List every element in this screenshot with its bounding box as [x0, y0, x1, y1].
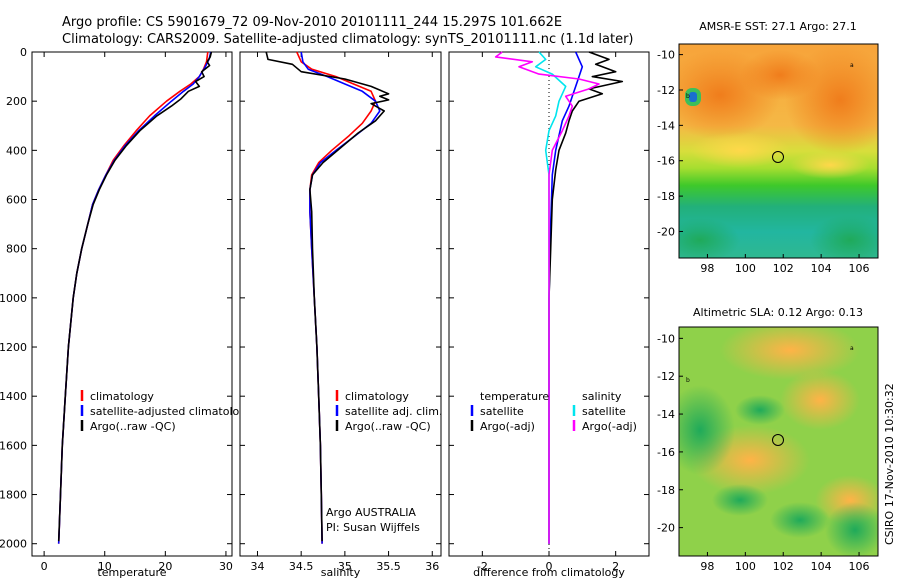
sst-xtick-label: 100 — [735, 262, 756, 275]
sst-ytick-label: -12 — [657, 84, 675, 97]
salinity-legend-label: climatology — [345, 390, 409, 403]
temperature-xtick-label: 20 — [158, 560, 172, 573]
temperature-ytick-label: 2000 — [0, 538, 27, 551]
difference-legend-label: Argo(-adj) — [582, 420, 637, 433]
temperature-legend-label: Argo(..raw -QC) — [90, 420, 176, 433]
sla-xtick-label: 106 — [849, 560, 870, 573]
temperature-ytick-label: 1200 — [0, 341, 27, 354]
difference-series-salinity-argo-adj- — [494, 51, 600, 544]
sla-axes: 98 100 102 104 106 -10 -12 -14 -16 -18 -20 — [657, 332, 870, 573]
figure-title-line2: Climatology: CARS2009. Satellite-adjuste… — [62, 32, 634, 47]
sla-small-mark-1: a — [850, 345, 854, 352]
temperature-ytick-label: 1000 — [0, 292, 27, 305]
sst-map-frame — [678, 43, 879, 259]
sla-xtick-label: 104 — [811, 560, 832, 573]
sla-ytick-label: -16 — [657, 446, 675, 459]
temperature-xlabel: temperature — [97, 566, 166, 579]
temperature-ytick-label: 400 — [6, 144, 27, 157]
difference-legend-label: satellite — [582, 405, 626, 418]
sst-small-mark-2: b — [686, 93, 690, 100]
footer-credit: CSIRO 17-Nov-2010 10:30:32 — [883, 383, 896, 545]
sla-ytick-label: -18 — [657, 484, 675, 497]
difference-xlabel: difference from climatology — [473, 566, 625, 579]
difference-series-temperature-argo-adj- — [548, 51, 624, 544]
temperature-ytick-label: 200 — [6, 95, 27, 108]
salinity-xtick-label: 35.5 — [376, 560, 401, 573]
difference-xtick-label: -2 — [477, 560, 488, 573]
sla-map-frame — [678, 326, 879, 557]
temperature-xtick-label: 0 — [41, 560, 48, 573]
sst-map-title: AMSR-E SST: 27.1 Argo: 27.1 — [699, 20, 857, 33]
figure-title-line1: Argo profile: CS 5901679_72 09-Nov-2010 … — [62, 15, 562, 30]
sla-map-title: Altimetric SLA: 0.12 Argo: 0.13 — [693, 306, 863, 319]
sla-ytick-label: -14 — [657, 408, 675, 421]
sla-ytick-label: -20 — [657, 522, 675, 535]
temperature-series-argo-raw-qc- — [57, 51, 213, 542]
salinity-xlabel: salinity — [321, 566, 361, 579]
salinity-annotation-line: PI: Susan Wijffels — [326, 521, 420, 534]
sst-small-mark-1: a — [850, 62, 854, 69]
temperature-ytick-label: 800 — [6, 243, 27, 256]
difference-xtick-label: 0 — [546, 560, 553, 573]
sla-xtick-label: 102 — [773, 560, 794, 573]
difference-legend-header: temperature — [480, 390, 549, 403]
sst-xtick-label: 98 — [700, 262, 714, 275]
difference-legend-label: Argo(-adj) — [480, 420, 535, 433]
sst-ytick-label: -20 — [657, 225, 675, 238]
temperature-legend-label: satellite-adjusted climatology — [90, 405, 253, 418]
sst-ytick-label: -10 — [657, 49, 675, 62]
sst-axes: 98 100 102 104 106 -10 -12 -14 -16 -18 -20 — [657, 49, 870, 275]
temperature-ytick-label: 600 — [6, 194, 27, 207]
salinity-panel: 34 34.5 35 35.5 36 salinity climatology satelli… — [239, 51, 442, 579]
sla-ytick-label: -12 — [657, 370, 675, 383]
temperature-ytick-label: 0 — [20, 46, 27, 59]
salinity-series-argo-raw-qc- — [265, 51, 390, 542]
sst-ytick-label: -18 — [657, 190, 675, 203]
salinity-xtick-label: 35 — [338, 560, 352, 573]
salinity-annotation-line: Argo AUSTRALIA — [326, 506, 416, 519]
sla-argo-marker — [772, 434, 784, 446]
sla-xtick-label: 98 — [700, 560, 714, 573]
temperature-legend-label: climatology — [90, 390, 154, 403]
salinity-xtick-label: 36 — [425, 560, 439, 573]
temperature-plot-frame — [31, 51, 233, 557]
sst-ytick-label: -14 — [657, 119, 675, 132]
sla-xtick-label: 100 — [735, 560, 756, 573]
sst-xtick-label: 106 — [849, 262, 870, 275]
sst-ytick-label: -16 — [657, 155, 675, 168]
temperature-ytick-label: 1400 — [0, 390, 27, 403]
salinity-xtick-label: 34 — [250, 560, 264, 573]
sla-ytick-label: -10 — [657, 332, 675, 345]
difference-xtick-label: 2 — [612, 560, 619, 573]
temperature-ytick-label: 1600 — [0, 439, 27, 452]
salinity-xtick-label: 34.5 — [289, 560, 314, 573]
salinity-legend-label: Argo(..raw -QC) — [345, 420, 431, 433]
salinity-plot-frame — [239, 51, 442, 557]
sst-xtick-label: 104 — [811, 262, 832, 275]
sst-argo-marker — [772, 151, 784, 163]
difference-legend-header: salinity — [582, 390, 622, 403]
sla-small-mark-2: b — [686, 377, 690, 384]
salinity-legend-label: satellite adj. clim. — [345, 405, 442, 418]
sst-xtick-label: 102 — [773, 262, 794, 275]
sla-heatmap — [679, 327, 878, 556]
temperature-xtick-label: 30 — [219, 560, 233, 573]
difference-legend-label: satellite — [480, 405, 524, 418]
temperature-panel: 0 10 20 30 temperature 0 200 400 600 800 1000 1200 1… — [0, 46, 253, 579]
temperature-ytick-label: 1800 — [0, 489, 27, 502]
temperature-xtick-label: 10 — [98, 560, 112, 573]
sst-heatmap — [679, 44, 878, 258]
